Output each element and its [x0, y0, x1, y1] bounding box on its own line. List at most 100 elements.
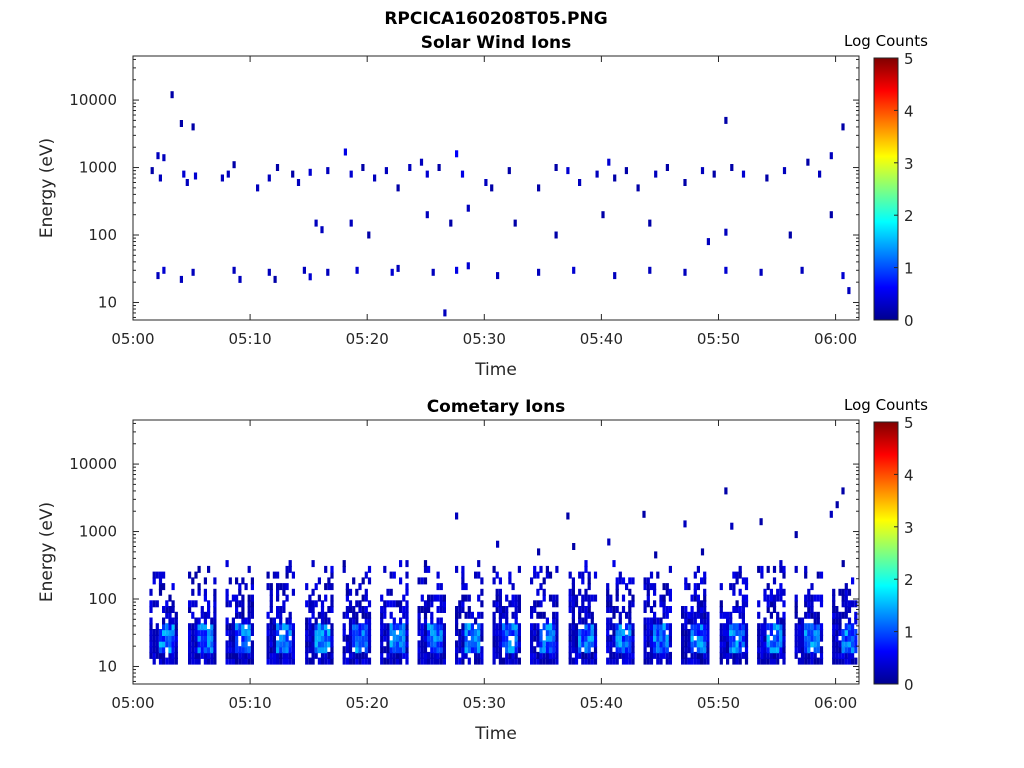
data-cell — [613, 174, 617, 182]
burst-cell — [625, 657, 629, 665]
burst-cell — [498, 657, 502, 665]
burst-cell — [581, 651, 585, 659]
burst-cell — [621, 577, 626, 585]
burst-cell — [439, 646, 443, 654]
burst-cell — [367, 646, 372, 654]
burst-cell — [389, 588, 393, 596]
burst-cell — [612, 640, 616, 648]
burst-cell — [593, 646, 598, 654]
burst-cell — [442, 606, 446, 613]
cometary-title: Cometary Ions — [427, 397, 566, 417]
burst-cell — [266, 657, 270, 665]
burst-cell — [653, 611, 657, 619]
burst-cell — [364, 611, 368, 619]
burst-cell — [841, 634, 845, 642]
burst-cell — [625, 651, 629, 659]
burst-cell — [203, 629, 207, 636]
burst-cell — [584, 617, 588, 625]
burst-cell — [367, 600, 372, 608]
burst-cell — [536, 640, 540, 648]
burst-cell — [584, 565, 588, 573]
burst-cell — [345, 640, 349, 648]
burst-cell — [615, 583, 619, 591]
burst-cell — [653, 583, 657, 591]
burst-cell — [383, 606, 387, 613]
burst-cell — [548, 657, 553, 665]
burst-cell — [197, 657, 201, 665]
burst-cell — [417, 623, 421, 631]
burst-cell — [348, 651, 353, 659]
burst-cell — [776, 588, 780, 596]
burst-cell — [508, 657, 512, 665]
data-cell — [267, 268, 271, 276]
burst-cell — [687, 617, 691, 625]
burst-cell — [266, 646, 270, 654]
burst-cell — [763, 640, 767, 648]
burst-cell — [590, 594, 594, 602]
burst-cell — [621, 594, 626, 602]
burst-cell — [436, 617, 440, 625]
burst-cell — [615, 606, 619, 613]
burst-cell — [542, 646, 546, 654]
burst-cell — [735, 640, 739, 648]
burst-cell — [838, 623, 842, 631]
burst-cell — [155, 623, 159, 631]
burst-cell — [210, 634, 214, 642]
burst-cell — [324, 583, 328, 591]
burst-cell — [327, 640, 331, 648]
burst-cell — [700, 657, 704, 665]
burst-cell — [779, 588, 783, 596]
burst-cell — [158, 651, 163, 659]
burst-cell — [392, 623, 396, 631]
burst-cell — [729, 583, 733, 591]
burst-cell — [782, 629, 786, 636]
burst-cell — [470, 634, 474, 642]
burst-cell — [772, 594, 777, 602]
burst-cell — [231, 634, 235, 642]
burst-cell — [162, 646, 166, 654]
burst-cell — [317, 629, 321, 636]
burst-cell — [800, 657, 805, 665]
burst-cell — [813, 640, 817, 648]
burst-cell — [769, 629, 773, 636]
burst-cell — [587, 623, 591, 631]
data-cell — [700, 548, 705, 556]
burst-cell — [684, 657, 688, 665]
burst-cell — [474, 651, 478, 659]
burst-cell — [423, 646, 428, 654]
burst-cell — [279, 651, 283, 659]
burst-cell — [606, 594, 610, 602]
burst-cell — [612, 657, 616, 665]
burst-cell — [314, 629, 318, 636]
burst-cell — [693, 594, 697, 602]
y-tick-label: 100 — [88, 590, 117, 608]
burst-cell — [542, 611, 546, 619]
burst-cell — [442, 646, 446, 654]
burst-cell — [760, 646, 764, 654]
data-cell — [220, 174, 224, 182]
burst-cell — [355, 646, 359, 654]
burst-cell — [314, 651, 318, 659]
burst-cell — [656, 651, 660, 659]
burst-cell — [590, 640, 594, 648]
burst-cell — [838, 611, 842, 619]
burst-cell — [171, 634, 175, 642]
burst-cell — [779, 560, 783, 568]
burst-cell — [584, 646, 588, 654]
burst-cell — [545, 565, 549, 573]
burst-cell — [772, 606, 777, 613]
data-cell — [654, 170, 658, 178]
burst-cell — [282, 634, 286, 642]
data-cell — [829, 152, 833, 160]
burst-cell — [609, 617, 613, 625]
burst-cell — [732, 571, 736, 579]
burst-cell — [722, 640, 726, 648]
burst-cell — [618, 651, 622, 659]
burst-cell — [797, 646, 801, 654]
burst-cell — [757, 623, 761, 631]
burst-cell — [276, 571, 280, 579]
data-cell — [835, 501, 839, 509]
burst-cell — [618, 634, 622, 642]
burst-cell — [420, 594, 424, 602]
burst-cell — [282, 646, 286, 654]
